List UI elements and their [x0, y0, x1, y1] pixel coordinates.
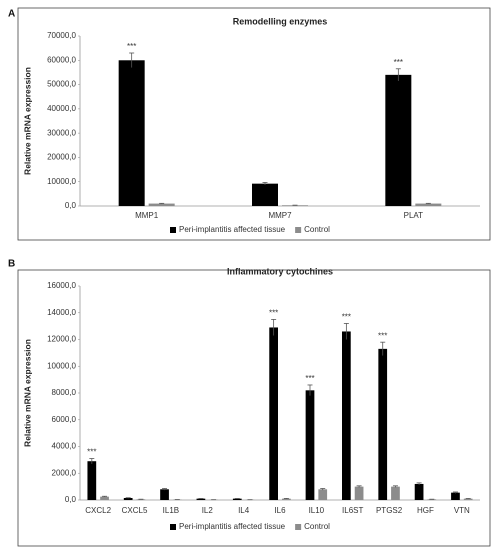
panel-frame: [17, 7, 491, 241]
y-axis-label: Relative mRNA expression: [22, 67, 32, 175]
significance-label: ***: [394, 58, 403, 67]
y-tick-label: 6000,0: [52, 415, 77, 424]
x-tick-label: MMP1: [135, 211, 159, 220]
x-tick-label: CXCL5: [122, 506, 148, 515]
significance-label: ***: [127, 42, 136, 51]
bar: [414, 483, 424, 500]
bar: [160, 489, 169, 500]
y-tick-label: 10000,0: [47, 177, 76, 186]
bar: [354, 486, 364, 500]
y-tick-label: 0,0: [65, 495, 77, 504]
y-tick-label: 20000,0: [47, 153, 76, 162]
significance-label: ***: [378, 331, 387, 340]
bar: [385, 74, 412, 206]
bar: [427, 499, 437, 500]
significance-label: ***: [269, 309, 278, 318]
y-tick-label: 50000,0: [47, 80, 76, 89]
legend-swatch: [170, 524, 176, 530]
legend-label: Peri-implantitis affected tissue: [179, 522, 286, 531]
legend-swatch: [295, 227, 302, 233]
x-tick-label: IL4: [238, 506, 250, 515]
bar: [123, 497, 133, 500]
bar: [342, 331, 351, 500]
y-axis-label: Relative mRNA expression: [22, 339, 32, 447]
x-tick-label: PLAT: [404, 211, 424, 220]
legend-label: Control: [304, 225, 330, 234]
y-tick-label: 14000,0: [47, 308, 76, 317]
bar: [378, 348, 388, 500]
y-tick-label: 4000,0: [52, 442, 77, 451]
panel-frame: [17, 269, 491, 547]
panel-label: A: [8, 9, 15, 20]
bar: [87, 461, 97, 500]
significance-label: ***: [305, 374, 314, 383]
x-tick-label: CXCL2: [85, 506, 111, 515]
legend-swatch: [295, 524, 302, 530]
y-tick-label: 40000,0: [47, 104, 76, 113]
bar: [136, 499, 146, 500]
y-tick-label: 0,0: [65, 201, 77, 210]
chart-title: Remodelling enzymes: [233, 16, 328, 26]
x-tick-label: IL10: [309, 506, 325, 515]
legend-swatch: [170, 227, 176, 233]
bar: [282, 498, 291, 500]
bar: [282, 205, 308, 206]
x-tick-label: IL1B: [163, 506, 179, 515]
legend-label: Peri-implantitis affected tissue: [179, 225, 286, 234]
x-tick-label: IL2: [202, 506, 214, 515]
bar: [252, 183, 278, 206]
bar: [415, 203, 442, 206]
y-tick-label: 30000,0: [47, 128, 76, 137]
bar: [100, 496, 109, 500]
x-tick-label: HGF: [417, 506, 434, 515]
x-tick-label: IL6: [274, 506, 286, 515]
y-tick-label: 70000,0: [47, 31, 76, 40]
panel-label: B: [8, 259, 15, 270]
bar: [269, 327, 278, 500]
bar: [305, 390, 315, 500]
x-tick-label: VTN: [454, 506, 470, 515]
y-tick-label: 8000,0: [52, 388, 77, 397]
bar: [232, 498, 242, 500]
y-tick-label: 12000,0: [47, 335, 76, 344]
bar: [196, 498, 206, 500]
y-tick-label: 60000,0: [47, 55, 76, 64]
x-tick-label: MMP7: [268, 211, 292, 220]
significance-label: ***: [342, 313, 351, 322]
legend-label: Control: [304, 522, 330, 531]
bar: [463, 498, 473, 500]
bar: [118, 60, 145, 207]
y-tick-label: 2000,0: [52, 468, 77, 477]
significance-label: ***: [87, 448, 96, 457]
chart-title: Inflammatory cytochines: [227, 266, 333, 276]
bar: [148, 203, 175, 206]
bar: [451, 492, 460, 500]
x-tick-label: IL6ST: [342, 506, 363, 515]
bar: [391, 486, 400, 500]
y-tick-label: 10000,0: [47, 361, 76, 370]
y-tick-label: 16000,0: [47, 281, 76, 290]
bar: [318, 489, 328, 500]
x-tick-label: PTGS2: [376, 506, 403, 515]
